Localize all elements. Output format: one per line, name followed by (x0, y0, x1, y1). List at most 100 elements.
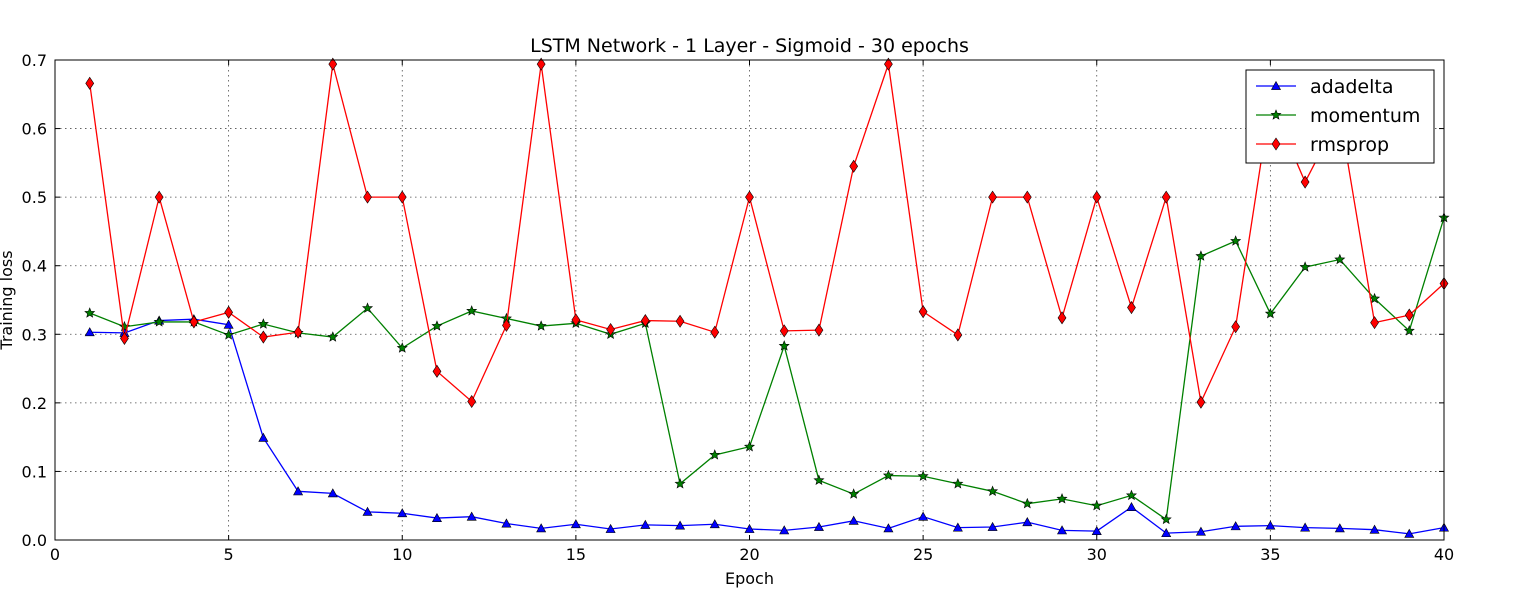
data-point-adadelta (640, 519, 651, 529)
data-point-rmsprop (85, 76, 95, 90)
data-point-rmsprop (432, 364, 442, 378)
data-point-rmsprop (779, 324, 789, 338)
data-point-rmsprop (710, 325, 720, 339)
data-point-rmsprop (849, 159, 859, 173)
data-point-adadelta (952, 522, 963, 532)
data-point-momentum (362, 302, 374, 313)
data-point-rmsprop (675, 314, 685, 328)
series-line-rmsprop (89, 63, 1445, 405)
legend-entry-momentum: momentum (1256, 105, 1420, 127)
x-axis-label: Epoch (725, 569, 774, 588)
data-point-rmsprop (328, 57, 338, 71)
data-point-rmsprop (120, 331, 129, 345)
chart-title: LSTM Network - 1 Layer - Sigmoid - 30 ep… (530, 35, 969, 57)
data-point-rmsprop (1370, 316, 1379, 330)
data-point-momentum (1230, 235, 1242, 246)
data-point-adadelta (570, 519, 581, 529)
data-point-rmsprop (189, 315, 199, 329)
grid-layer (55, 60, 1444, 540)
series-line-momentum (89, 217, 1445, 521)
legend-entry-rmsprop: rmsprop (1256, 134, 1389, 156)
data-point-momentum (987, 485, 999, 497)
y-tick-label: 0.6 (22, 120, 47, 139)
data-point-rmsprop (1161, 190, 1171, 204)
y-tick-label: 0.7 (22, 51, 47, 70)
data-point-adadelta (327, 488, 338, 498)
data-point-momentum (1021, 497, 1033, 509)
series-momentum (84, 211, 1450, 525)
data-point-rmsprop (745, 190, 754, 204)
data-point-momentum (396, 342, 408, 353)
y-tick-label: 0.3 (22, 325, 47, 344)
data-point-adadelta (1126, 501, 1137, 511)
data-point-adadelta (1230, 521, 1241, 531)
data-point-momentum (327, 331, 339, 342)
data-point-momentum (1403, 325, 1415, 336)
data-point-momentum (917, 470, 929, 481)
y-axis-label: Training loss (0, 250, 16, 350)
data-point-momentum (153, 316, 165, 327)
y-tick-label: 0.0 (22, 531, 47, 550)
x-tick-label: 5 (224, 545, 234, 564)
data-point-momentum (709, 449, 721, 460)
legend: adadelta momentum rmsprop (1245, 69, 1435, 164)
legend-marker (1271, 137, 1281, 151)
data-point-adadelta (813, 521, 824, 531)
data-point-adadelta (1022, 517, 1033, 527)
data-point-adadelta (1265, 520, 1276, 530)
data-point-rmsprop (606, 322, 615, 337)
x-tick-label: 25 (913, 545, 933, 564)
data-point-adadelta (362, 506, 373, 516)
data-point-adadelta (258, 432, 269, 442)
data-point-adadelta (466, 511, 477, 521)
data-point-rmsprop (154, 190, 164, 204)
data-point-adadelta (536, 523, 547, 533)
data-point-adadelta (1195, 526, 1206, 536)
series-line-adadelta (89, 318, 1445, 535)
data-point-adadelta (84, 327, 95, 337)
data-point-rmsprop (1404, 308, 1414, 322)
data-point-rmsprop (1022, 190, 1032, 204)
data-point-momentum (1334, 253, 1346, 265)
x-tick-label: 30 (1087, 545, 1107, 564)
data-point-adadelta (918, 511, 929, 521)
data-point-rmsprop (258, 330, 268, 344)
y-tick-label: 0.1 (22, 462, 47, 481)
data-point-rmsprop (953, 328, 963, 342)
data-point-rmsprop (536, 57, 546, 71)
data-point-rmsprop (1231, 320, 1241, 334)
data-point-momentum (1264, 307, 1276, 319)
data-point-momentum (1195, 250, 1207, 261)
data-point-adadelta (1369, 524, 1380, 534)
data-point-rmsprop (293, 325, 303, 339)
data-point-rmsprop (1092, 190, 1102, 204)
data-point-rmsprop (571, 313, 581, 327)
data-point-momentum (1299, 261, 1311, 272)
series-layer (84, 57, 1450, 538)
data-point-adadelta (1334, 523, 1345, 533)
data-point-rmsprop (814, 323, 824, 337)
x-tick-label: 35 (1260, 545, 1280, 564)
data-point-adadelta (605, 523, 616, 533)
data-point-rmsprop (467, 394, 477, 409)
data-point-momentum (778, 340, 790, 351)
data-point-momentum (743, 440, 756, 452)
data-point-momentum (1369, 292, 1381, 304)
data-point-momentum (84, 307, 96, 318)
data-point-momentum (1160, 513, 1172, 525)
tick-layer: 0 5 10 15 20 25 30 35 40 0.0 0.1 0.2 0.3 0.4 0.5 0.6 0.7 (22, 51, 1455, 564)
data-point-momentum (431, 320, 443, 331)
data-point-adadelta (709, 519, 720, 529)
data-point-rmsprop (1196, 395, 1206, 409)
data-point-momentum (1091, 499, 1103, 511)
data-point-momentum (535, 320, 547, 331)
data-point-rmsprop (988, 190, 997, 204)
data-point-momentum (257, 318, 269, 329)
data-point-rmsprop (224, 305, 233, 319)
data-point-momentum (1125, 489, 1137, 501)
data-point-momentum (466, 305, 478, 316)
data-point-adadelta (293, 486, 304, 496)
data-point-momentum (882, 469, 894, 481)
